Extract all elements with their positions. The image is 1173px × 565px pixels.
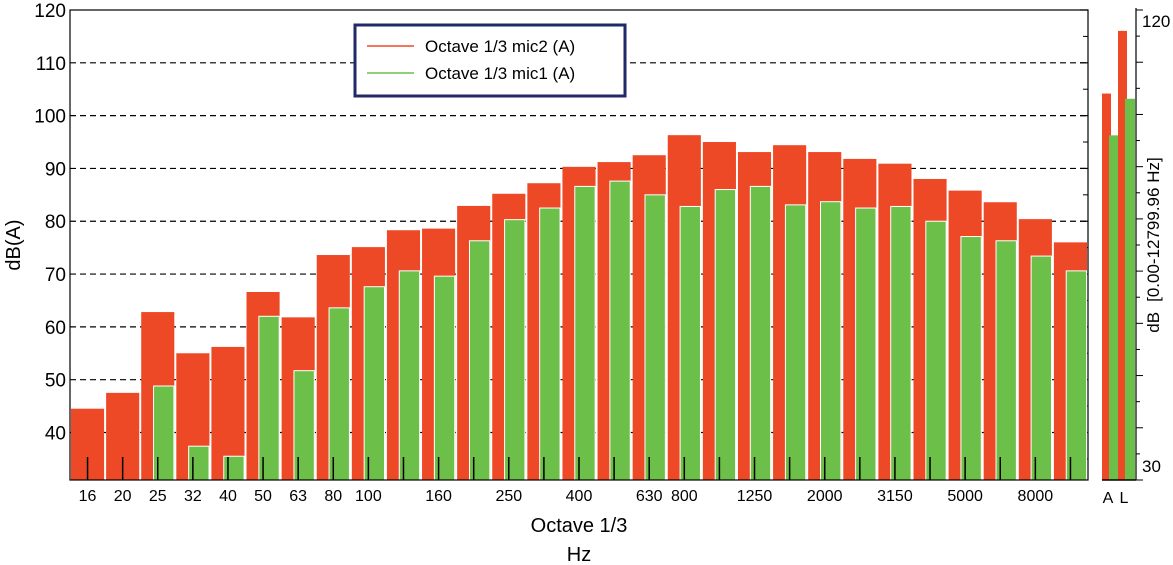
x-tick-label: 5000 (947, 488, 983, 505)
x-tick-label: 8000 (1018, 488, 1054, 505)
legend-box (353, 23, 627, 98)
x-tick-label: 16 (79, 488, 97, 505)
x-tick-labels: 16 20 25 32 40 50 63 80 100 160 250 400 630 800 1250 20… (79, 488, 1054, 505)
bar-mic1 (293, 370, 315, 481)
y-tick-label: 80 (45, 212, 66, 233)
bar-mic1 (188, 445, 210, 481)
bar-mic1 (784, 204, 807, 481)
x-tick-label: 160 (425, 488, 452, 505)
x-tick-label: 2000 (807, 488, 843, 505)
y-tick-label: 90 (45, 159, 66, 180)
overall-level-bars (1102, 30, 1135, 481)
bar-mic1 (223, 455, 245, 481)
ticks (86, 457, 1072, 480)
x-tick-label: 25 (149, 488, 167, 505)
bar-mic1 (714, 189, 737, 481)
overall-category-L: L (1120, 490, 1129, 507)
bar-mic1 (855, 207, 877, 481)
x-tick-label: 250 (495, 488, 522, 505)
y-tick-label: 100 (34, 107, 66, 128)
x-tick-label: 400 (566, 488, 593, 505)
x-tick-label: 630 (636, 488, 663, 505)
bar-mic1 (1065, 270, 1088, 481)
x-tick-label: 1250 (737, 488, 773, 505)
legend-label-mic2: Octave 1/3 mic2 (A) (425, 37, 575, 56)
bar-mic1 (398, 270, 421, 481)
bar-mic1 (960, 236, 982, 481)
overall-category-A: A (1103, 490, 1114, 507)
bar-mic1 (609, 180, 631, 481)
bar-mic1 (820, 201, 842, 481)
y-tick-label: 40 (45, 423, 66, 444)
bar-mic1 (749, 185, 772, 481)
y-tick-label: 60 (45, 318, 66, 339)
x-tick-label: 63 (289, 488, 307, 505)
bar-mic1 (363, 286, 386, 481)
bar-mic1 (574, 185, 596, 481)
overall-bar-mic1 (1125, 98, 1135, 481)
overall-bar-mic2 (1102, 93, 1111, 481)
bar-mic1 (539, 207, 561, 481)
bar-mic1 (890, 205, 912, 481)
y-tick-label: 50 (45, 371, 66, 392)
bar-mic1 (468, 240, 491, 481)
y-tick-label: 70 (45, 265, 66, 286)
bar-mic1 (153, 385, 175, 481)
x-tick-label: 40 (219, 488, 237, 505)
bar-mic1 (433, 275, 456, 481)
y-tick-labels: 40 50 60 70 80 90 100 110 120 (34, 1, 66, 444)
x-tick-label: 20 (114, 488, 132, 505)
bar-mic1 (925, 220, 947, 481)
y-tick-label: 120 (34, 1, 66, 22)
overall-y-range: [0.00-12799.96 Hz] (1144, 157, 1163, 302)
bar-mic1 (504, 219, 526, 481)
x-axis-label: Octave 1/3 (531, 515, 628, 537)
legend: Octave 1/3 mic2 (A) Octave 1/3 mic1 (A) (353, 23, 627, 98)
overall-bar-mic1 (1109, 135, 1119, 481)
x-tick-label: 100 (355, 488, 382, 505)
y-axis-label: dB(A) (3, 219, 25, 270)
bar-mic1 (679, 205, 701, 481)
x-tick-label: 3150 (877, 488, 913, 505)
overall-ytick-max: 120 (1142, 12, 1170, 31)
overall-ytick-min: 30 (1142, 457, 1161, 476)
bar-mic1 (644, 194, 666, 481)
x-axis-unit: Hz (567, 544, 591, 565)
x-tick-label: 800 (671, 488, 698, 505)
overall-y-label: dB [0.00-12799.96 Hz] (1144, 157, 1163, 332)
x-tick-label: 80 (324, 488, 342, 505)
x-tick-label: 50 (254, 488, 272, 505)
x-tick-label: 32 (184, 488, 202, 505)
plot-frame (69, 9, 1089, 481)
y-tick-label: 110 (36, 54, 66, 75)
bar-mic1 (328, 307, 350, 481)
overall-y-unit: dB (1144, 312, 1163, 333)
legend-label-mic1: Octave 1/3 mic1 (A) (425, 64, 575, 83)
bar-mic1 (258, 315, 280, 481)
bar-mic1 (995, 240, 1017, 481)
overall-bar-mic2 (1118, 30, 1127, 481)
overall-level-ticks (1136, 9, 1143, 481)
bar-mic1 (1030, 255, 1052, 481)
